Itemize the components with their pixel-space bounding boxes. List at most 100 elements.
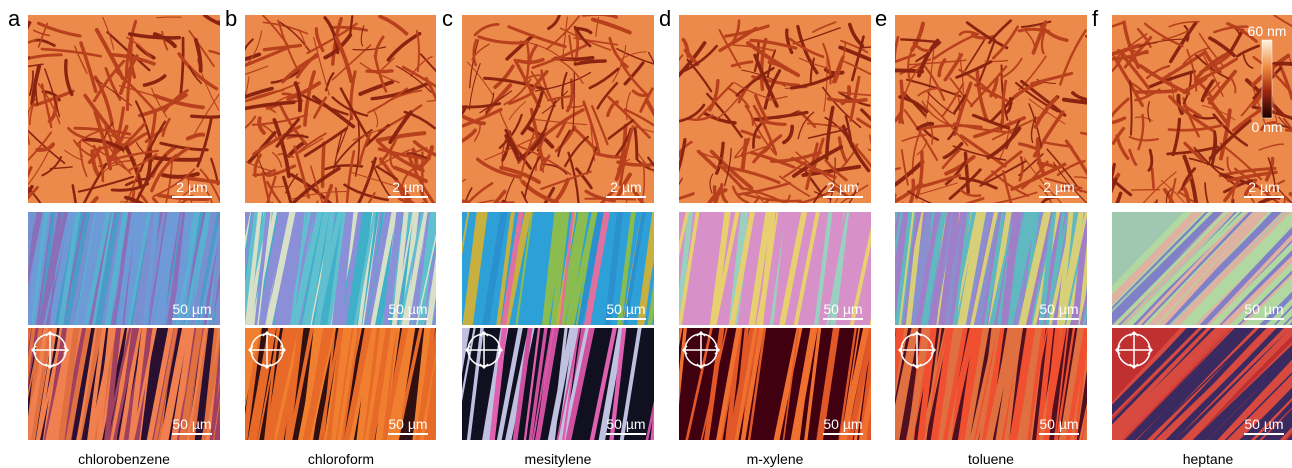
- crystal-stripe: [875, 323, 898, 445]
- optical-image: [656, 207, 929, 330]
- crystal-stripe: [656, 207, 675, 330]
- crystal-stripe: [436, 207, 455, 330]
- crystal-stripe: [224, 207, 240, 330]
- scale-bar-label: 2 µm: [610, 179, 641, 195]
- scale-bar-label: 2 µm: [1043, 179, 1074, 195]
- crystal-stripe: [1092, 323, 1111, 445]
- solvent-label: heptane: [1183, 451, 1234, 467]
- crystal-stripe: [224, 207, 239, 330]
- afm-streak: [887, 195, 895, 253]
- scale-bar-label: 2 µm: [176, 179, 207, 195]
- crystal-stripe: [1094, 207, 1115, 330]
- polarized-image: [205, 323, 492, 445]
- scale-bar-label: 50 µm: [606, 416, 645, 432]
- afm-image: [213, 15, 484, 240]
- crystal-stripe: [222, 323, 243, 445]
- scale-bar-label: 50 µm: [823, 301, 862, 317]
- afm-streak: [192, 116, 222, 117]
- colorbar-max: 60 nm: [1248, 23, 1287, 39]
- crystal-stripe: [874, 323, 895, 445]
- afm-streak: [655, 178, 682, 222]
- crystal-stripe: [1092, 323, 1106, 445]
- crystal-stripe: [216, 207, 243, 330]
- optical-image: [0, 207, 283, 330]
- crystal-stripe: [3, 207, 16, 330]
- crystal-stripe: [220, 207, 244, 330]
- crystal-stripe: [224, 323, 245, 445]
- crystal-stripe: [442, 323, 462, 445]
- crystal-stripe: [436, 323, 459, 445]
- afm-streak: [870, 126, 892, 134]
- crystal-stripe: [0, 207, 14, 330]
- crystal-stripe: [222, 323, 248, 445]
- afm-streak: [869, 150, 899, 158]
- crystal-stripe: [230, 207, 245, 330]
- crystal-stripe: [662, 207, 675, 330]
- solvent-label: mesitylene: [525, 451, 592, 467]
- afm-streak: [13, 56, 30, 97]
- scale-bar-label: 50 µm: [388, 416, 427, 432]
- polarized-image: [425, 323, 718, 445]
- crystal-stripe: [1092, 323, 1106, 445]
- scale-bar-label: 50 µm: [823, 416, 862, 432]
- scale-bar-label: 50 µm: [172, 301, 211, 317]
- scale-bar-label: 2 µm: [827, 179, 858, 195]
- afm-streak: [0, 187, 32, 229]
- crystal-stripe: [0, 207, 12, 330]
- crystal-stripe: [0, 323, 18, 445]
- crystal-stripe: [667, 323, 681, 445]
- crystal-stripe: [219, 323, 246, 445]
- crystal-stripe: [1087, 323, 1101, 445]
- polarized-image: [0, 323, 275, 445]
- solvent-label: m-xylene: [747, 451, 804, 467]
- afm-image: [419, 14, 681, 239]
- crystal-stripe: [230, 323, 247, 445]
- crystal-stripe: [434, 323, 455, 445]
- scale-bar-label: 2 µm: [392, 179, 423, 195]
- crystal-stripe: [1088, 207, 1104, 330]
- panel: c2 µm50 µm50 µmmesitylene: [419, 6, 719, 467]
- crystal-stripe: [0, 207, 1, 330]
- crystal-stripe: [658, 323, 681, 445]
- colorbar: [1262, 40, 1272, 118]
- crystal-stripe: [443, 323, 461, 445]
- scale-bar-label: 50 µm: [1039, 301, 1078, 317]
- crystal-stripe: [877, 207, 890, 330]
- crystal-stripe: [1092, 323, 1110, 445]
- panel-label: f: [1092, 6, 1099, 31]
- afm-streak: [864, 70, 922, 72]
- scale-bar-label: 50 µm: [1039, 416, 1078, 432]
- panel: f2 µm50 µm50 µmheptane: [1072, 6, 1292, 467]
- afm-streak: [1152, 168, 1153, 187]
- afm-streak: [157, 17, 181, 18]
- solvent-label: chloroform: [308, 451, 374, 467]
- crystal-stripe: [1096, 207, 1109, 330]
- crystal-stripe: [229, 207, 245, 330]
- crystal-stripe: [222, 207, 235, 330]
- solvent-label: chlorobenzene: [78, 451, 170, 467]
- scale-bar-label: 50 µm: [388, 301, 427, 317]
- crystal-stripe: [1087, 323, 1103, 445]
- crystal-stripe: [219, 207, 235, 330]
- panel-label: c: [442, 6, 453, 31]
- crystal-stripe: [449, 323, 464, 445]
- panel-label: a: [8, 6, 21, 31]
- crystal-stripe: [874, 323, 889, 445]
- panel-label: e: [875, 6, 887, 31]
- figure: a2 µm50 µm50 µmchlorobenzeneb2 µm50 µm50…: [0, 0, 1292, 468]
- crystal-stripe: [874, 207, 894, 330]
- crystal-stripe: [1, 207, 28, 330]
- crystal-stripe: [871, 207, 896, 330]
- afm-image: [643, 15, 910, 238]
- polarized-image: [858, 323, 1148, 445]
- crystal-stripe: [227, 207, 247, 330]
- solvent-label: toluene: [968, 451, 1014, 467]
- crystal-stripe: [1089, 207, 1111, 330]
- crystal-stripe: [439, 207, 460, 330]
- crystal-stripe: [2, 207, 17, 330]
- crystal-stripe: [434, 323, 450, 445]
- panel-label: d: [659, 6, 671, 31]
- crystal-stripe: [222, 207, 248, 330]
- crystal-stripe: [439, 323, 461, 445]
- scale-bar-label: 2 µm: [1248, 179, 1279, 195]
